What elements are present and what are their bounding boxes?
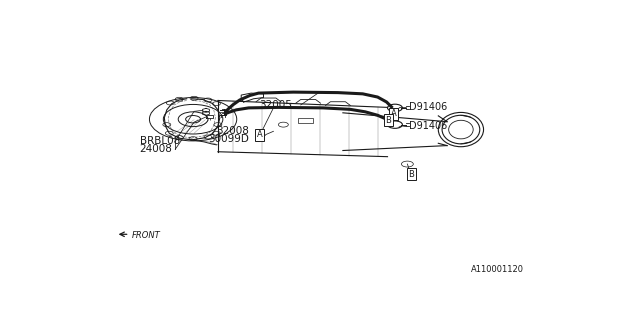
- Text: 24008: 24008: [140, 144, 172, 154]
- Text: A: A: [257, 131, 262, 140]
- Text: D91406: D91406: [409, 102, 447, 112]
- Text: A: A: [390, 109, 396, 118]
- Text: D91406: D91406: [409, 121, 447, 131]
- Text: FRONT: FRONT: [132, 230, 161, 240]
- Text: BRBL08: BRBL08: [140, 136, 180, 146]
- Text: 32008: 32008: [216, 126, 249, 136]
- Text: 30099D: 30099D: [208, 134, 249, 144]
- Text: 32005: 32005: [259, 100, 292, 110]
- Text: B: B: [408, 170, 414, 179]
- Text: B: B: [385, 116, 392, 125]
- Text: A110001120: A110001120: [471, 266, 524, 275]
